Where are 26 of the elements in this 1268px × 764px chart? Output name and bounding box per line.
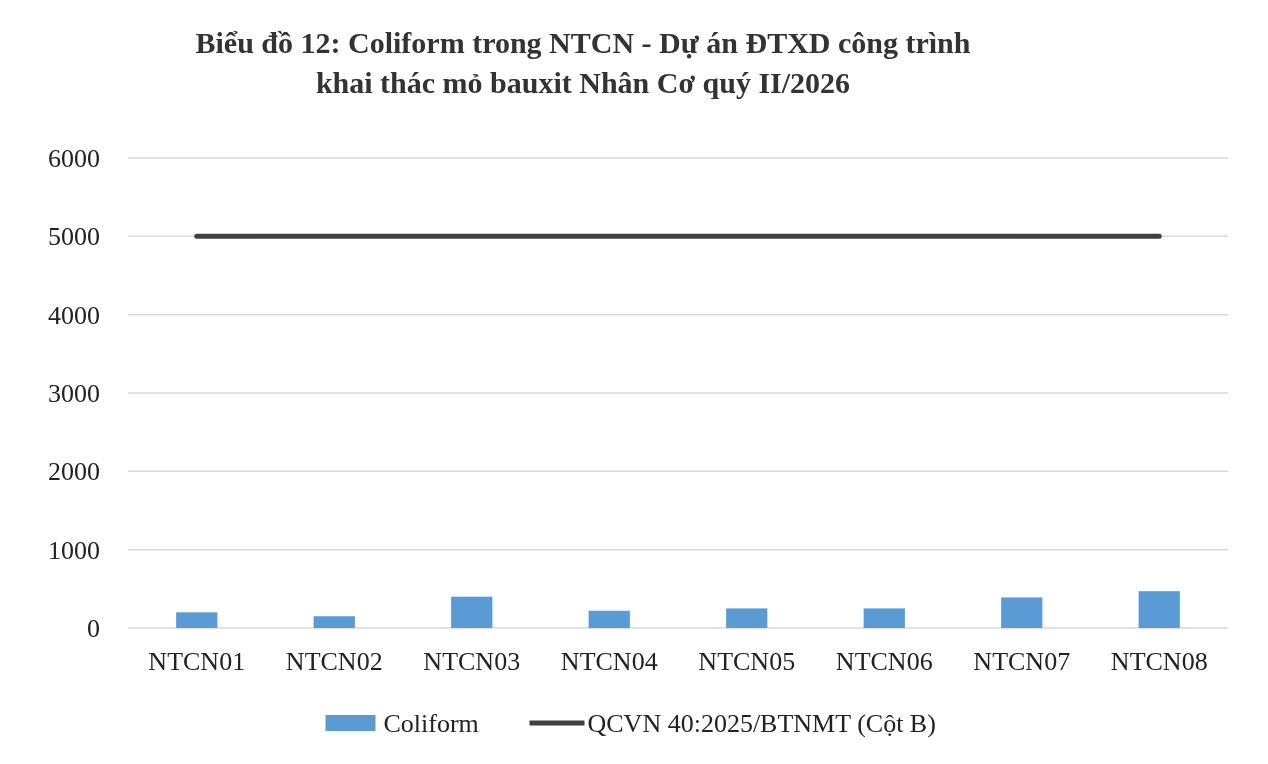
y-tick-label: 4000	[48, 300, 100, 330]
y-tick-label: 1000	[48, 535, 100, 565]
x-tick-label: NTCN03	[423, 647, 521, 676]
legend-label: Coliform	[383, 709, 479, 739]
x-tick-label: NTCN02	[285, 647, 383, 676]
bar	[451, 596, 493, 628]
bar	[176, 612, 218, 628]
y-tick-label: 6000	[48, 144, 100, 174]
bar	[1001, 597, 1043, 628]
y-tick-label: 2000	[48, 457, 100, 487]
x-tick-label: NTCN07	[973, 647, 1071, 676]
bar	[726, 608, 768, 628]
bar	[1138, 591, 1180, 628]
y-tick-label: 3000	[48, 379, 100, 409]
x-tick-label: NTCN08	[1110, 647, 1208, 676]
x-tick-label: NTCN04	[560, 647, 658, 676]
bar	[588, 610, 630, 628]
x-tick-label: NTCN06	[835, 647, 933, 676]
y-tick-label: 0	[87, 614, 100, 644]
legend-label: QCVN 40:2025/BTNMT (Cột B)	[587, 709, 936, 739]
bar	[863, 608, 905, 628]
x-tick-label: NTCN05	[698, 647, 796, 676]
x-tick-label: NTCN01	[148, 647, 246, 676]
chart-title: Biểu đồ 12: Coliform trong NTCN - Dự án ĐTXD công trình khai thác mỏ bauxit Nhân Cơ quý II/2026	[195, 26, 971, 99]
bar	[313, 616, 355, 628]
y-tick-label: 5000	[48, 222, 100, 252]
